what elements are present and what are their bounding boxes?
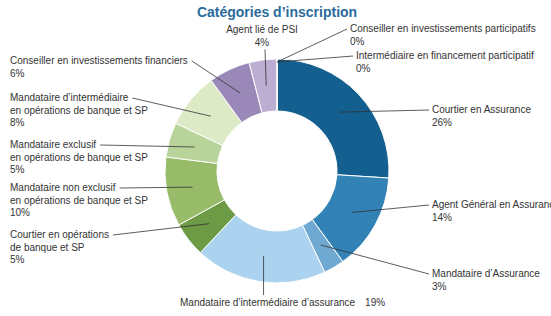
category-label: Mandataire d’intermédiaire d’assurance [180,297,356,308]
category-label: Agent Général en Assurance [432,199,551,210]
leader-line [192,61,241,93]
title: Catégories d’inscription [197,4,357,20]
label-line: Courtier en opérations [10,229,109,240]
value-label: 0% [356,63,371,74]
leader-line [352,205,429,212]
category-label: Conseiller en investissements financiers [10,55,188,66]
label-line: Courtier en Assurance [432,104,531,115]
slice [165,157,224,225]
label-line: Conseiller en investissements participat… [350,23,536,34]
leader-line [100,145,194,147]
leader-line [265,50,266,86]
value-label: 5% [10,254,25,265]
slice [249,59,277,113]
label-line: Mandataire exclusif [10,139,96,150]
slice [277,59,278,111]
value-label: 26% [432,117,452,128]
category-label: Mandataire non exclusif en opérations de … [10,182,148,206]
label-line: en opérations de banque et SP [10,195,148,206]
category-label: Mandataire exclusif en opérations de banq… [10,139,148,163]
chart: Catégories d’inscription Courtier en Assu… [0,0,551,316]
category-label: Mandataire d’Assurance [432,268,540,279]
label-line: de banque et SP [10,242,85,253]
leader-line [321,245,429,274]
leader-line [120,187,193,189]
leader-line [113,224,209,235]
category-label: Agent lié de PSI [226,24,298,35]
category-label: Courtier en Assurance [432,104,531,115]
value-label: 4% [255,37,270,48]
label-line: Mandataire non exclusif [10,182,116,193]
value-label: 14% [432,212,452,223]
value-label: 10% [10,207,30,218]
category-label: Conseiller en investissements participat… [350,23,536,34]
value-label: 8% [10,117,25,128]
slice [277,59,278,111]
leader-line [277,56,353,62]
value-label: 5% [10,164,25,175]
category-label: Mandataire d’intermédiaire en opérations … [10,92,148,116]
label-line: Conseiller en investissements financiers [10,55,188,66]
label-line: Agent lié de PSI [226,24,298,35]
slice [277,59,389,178]
label-line: Intermédiaire en financement participati… [356,50,534,61]
label-line: en opérations de banque et SP [10,152,148,163]
category-label: Intermédiaire en financement participati… [356,50,534,61]
leader-lines [100,29,429,295]
label-line: Mandataire d’Assurance [432,268,540,279]
leader-line [263,256,264,295]
label-line: Mandataire d’intermédiaire d’assurance [180,297,356,308]
category-label: Courtier en opérations de banque et SP [10,229,109,253]
value-label: 0% [350,36,365,47]
page: {"chart_data": {"type": "pie", "title": … [0,0,551,316]
value-label: 3% [432,281,447,292]
slices [165,59,389,283]
label-line: Agent Général en Assurance [432,199,551,210]
label-line: en opérations de banque et SP [10,105,148,116]
value-label: 6% [10,68,25,79]
value-label: 19% [365,297,385,308]
label-line: Mandataire d’intermédiaire [10,92,129,103]
leader-line [340,110,429,112]
labels: Courtier en Assurance 26% Agent Général en… [10,23,551,308]
